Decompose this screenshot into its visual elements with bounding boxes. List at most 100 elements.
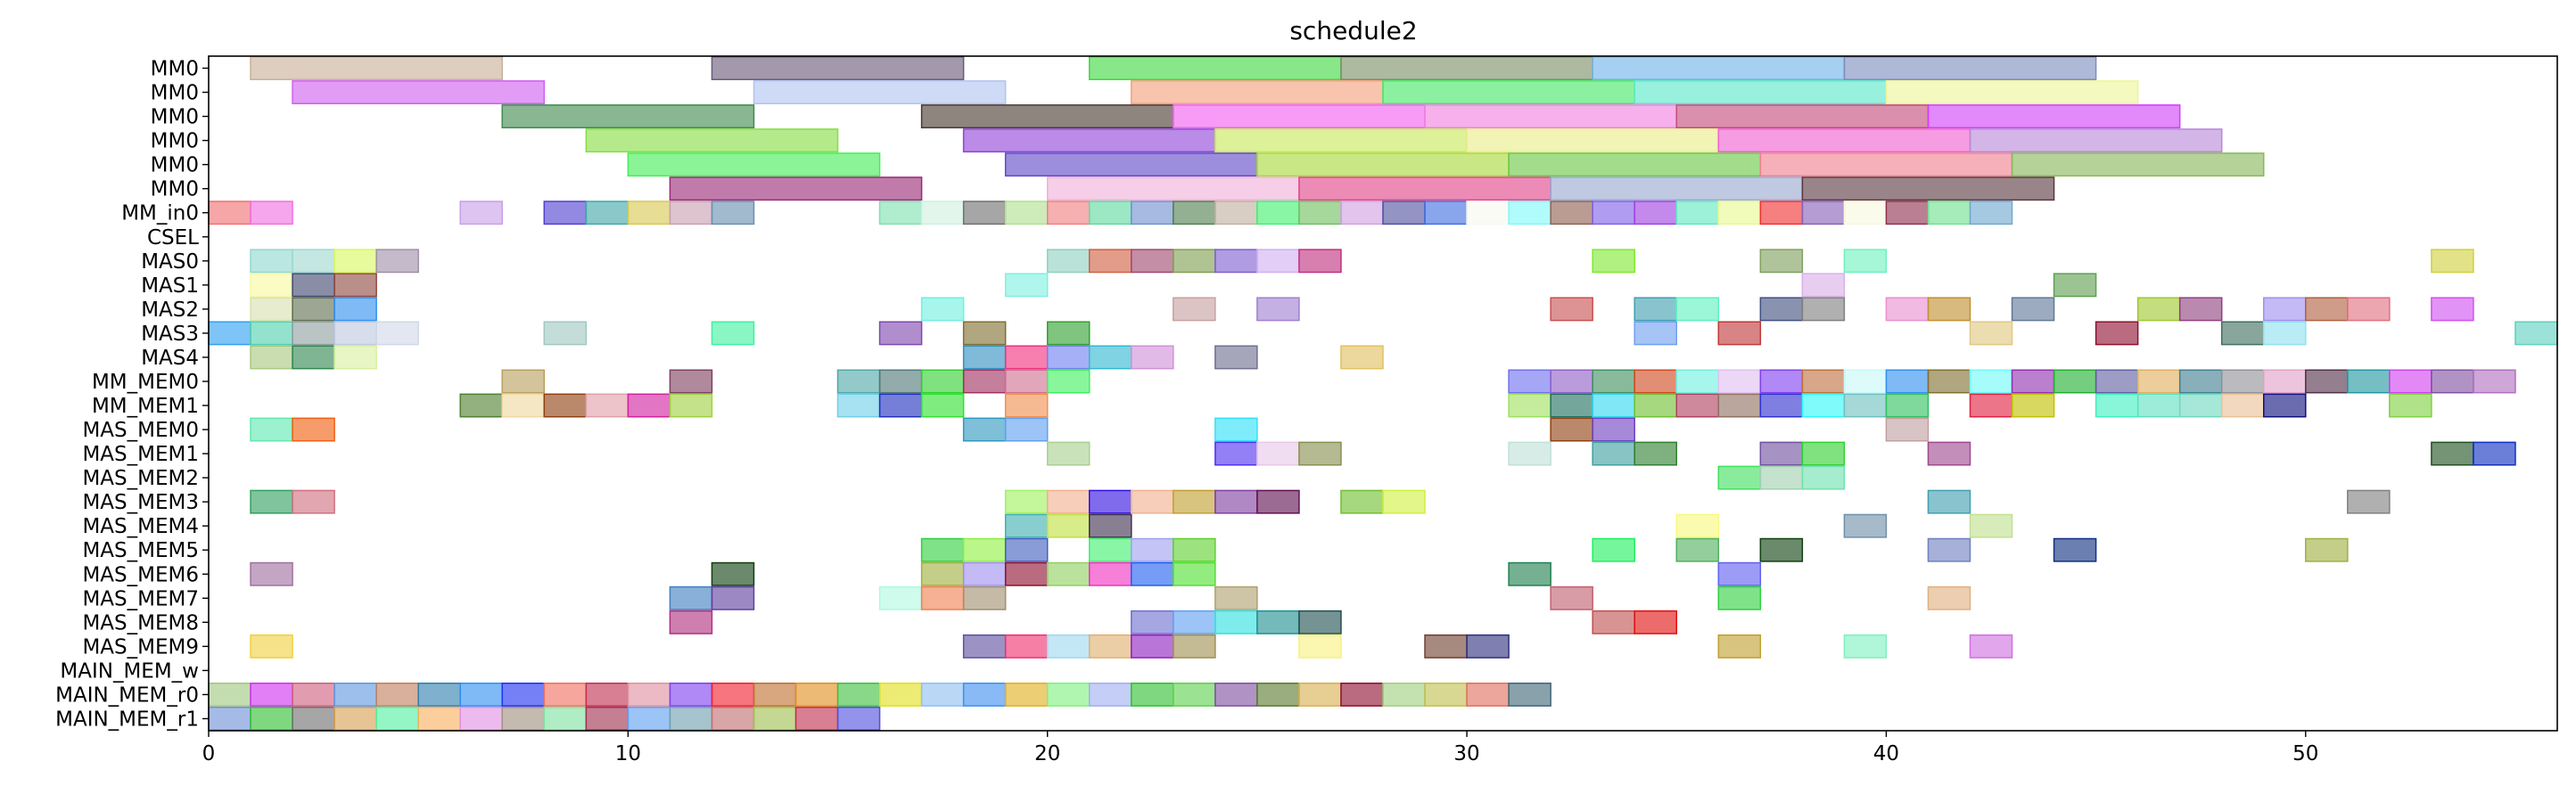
gantt-bar (2431, 249, 2474, 274)
row-label: MAS_MEM4 (82, 515, 199, 538)
gantt-bar (669, 369, 713, 394)
gantt-bar (250, 297, 293, 322)
gantt-bar (1801, 297, 1846, 322)
gantt-bar (1885, 417, 1930, 442)
gantt-bar (1675, 537, 1720, 562)
gantt-bar (1885, 80, 2139, 105)
gantt-bar (333, 345, 377, 370)
gantt-bar (1759, 249, 1804, 274)
row-label: MAS_MEM8 (82, 611, 199, 634)
gantt-bar (1759, 152, 2013, 177)
gantt-bar (920, 561, 965, 586)
gantt-bar (1089, 537, 1132, 562)
gantt-bar (1046, 513, 1090, 538)
gantt-bar (1927, 537, 1971, 562)
gantt-bar (1256, 297, 1300, 322)
gantt-bar (1843, 56, 2097, 80)
gantt-bar (1885, 200, 1930, 225)
gantt-bar (878, 200, 923, 225)
gantt-bar (375, 321, 419, 346)
gantt-bar (1173, 537, 1216, 562)
gantt-bar (1173, 561, 1216, 586)
gantt-bar (2136, 393, 2181, 418)
gantt-bar (1801, 393, 1846, 418)
gantt-bar (1675, 369, 1720, 394)
gantt-bar (1173, 104, 1426, 129)
row-label: MAS1 (141, 274, 199, 298)
gantt-bar (1004, 345, 1049, 370)
gantt-bar (1885, 393, 1930, 418)
gantt-bar (2263, 297, 2307, 322)
gantt-bar (1340, 56, 1593, 80)
gantt-bar (1675, 297, 1720, 322)
gantt-bar (375, 682, 419, 707)
gantt-bar (1717, 393, 1762, 418)
gantt-bar (208, 707, 251, 731)
gantt-bar (1004, 682, 1049, 707)
gantt-bar (2136, 369, 2181, 394)
gantt-bar (2431, 297, 2474, 322)
gantt-bar (1256, 200, 1300, 225)
gantt-bar (1298, 249, 1342, 274)
gantt-bar (333, 273, 377, 298)
gantt-bar (2053, 537, 2097, 562)
gantt-bar (1717, 465, 1762, 490)
gantt-bar (250, 489, 293, 514)
gantt-bar (878, 321, 923, 346)
gantt-bar (250, 682, 293, 707)
gantt-bar (1843, 200, 1888, 225)
gantt-bar (1634, 297, 1677, 322)
gantt-bar (585, 682, 630, 707)
gantt-bar (2263, 393, 2307, 418)
gantt-bar (627, 393, 671, 418)
gantt-bar (459, 393, 504, 418)
gantt-bar (1592, 610, 1635, 634)
gantt-bar (501, 682, 546, 707)
gantt-bar (1717, 634, 1762, 659)
gantt-bar (2011, 297, 2055, 322)
gantt-bar (1173, 249, 1216, 274)
x-tick-label: 50 (2292, 742, 2318, 765)
gantt-bar (2053, 273, 2097, 298)
gantt-bar (878, 369, 923, 394)
gantt-bar (1131, 610, 1174, 634)
gantt-bar (1340, 345, 1384, 370)
gantt-bar (669, 682, 713, 707)
gantt-bar (1927, 585, 1971, 610)
gantt-bar (1969, 393, 2013, 418)
row-label: MAS_MEM7 (82, 587, 199, 610)
gantt-bar (711, 707, 755, 731)
gantt-bar (543, 321, 588, 346)
gantt-bar (1046, 345, 1090, 370)
gantt-bar (1717, 128, 1971, 153)
gantt-bar (1004, 152, 1258, 177)
gantt-bar (1089, 489, 1132, 514)
gantt-bar (1004, 273, 1049, 298)
gantt-bar (1634, 393, 1677, 418)
gantt-bar (920, 537, 965, 562)
gantt-bar (1634, 321, 1677, 346)
gantt-bar (669, 585, 713, 610)
gantt-bar (1508, 152, 1762, 177)
gantt-bar (292, 297, 335, 322)
gantt-bar (1508, 369, 1551, 394)
gantt-bar (1004, 561, 1049, 586)
gantt-bar (1089, 682, 1132, 707)
gantt-bar (2220, 393, 2265, 418)
gantt-bar (1214, 610, 1258, 634)
row-label: MAIN_MEM_r1 (55, 708, 199, 731)
gantt-bar (1131, 200, 1174, 225)
row-label: MAS_MEM9 (82, 635, 199, 659)
gantt-bar (2347, 297, 2391, 322)
gantt-bar (1592, 441, 1635, 466)
gantt-bar (501, 707, 546, 731)
gantt-bar (920, 369, 965, 394)
gantt-bar (250, 634, 293, 659)
gantt-bar (585, 393, 630, 418)
row-label: MAS_MEM0 (82, 419, 199, 442)
gantt-bar (417, 707, 461, 731)
gantt-bar (1424, 200, 1468, 225)
gantt-bar (1004, 393, 1049, 418)
row-label: MAIN_MEM_r0 (55, 683, 199, 707)
gantt-bar (1214, 249, 1258, 274)
